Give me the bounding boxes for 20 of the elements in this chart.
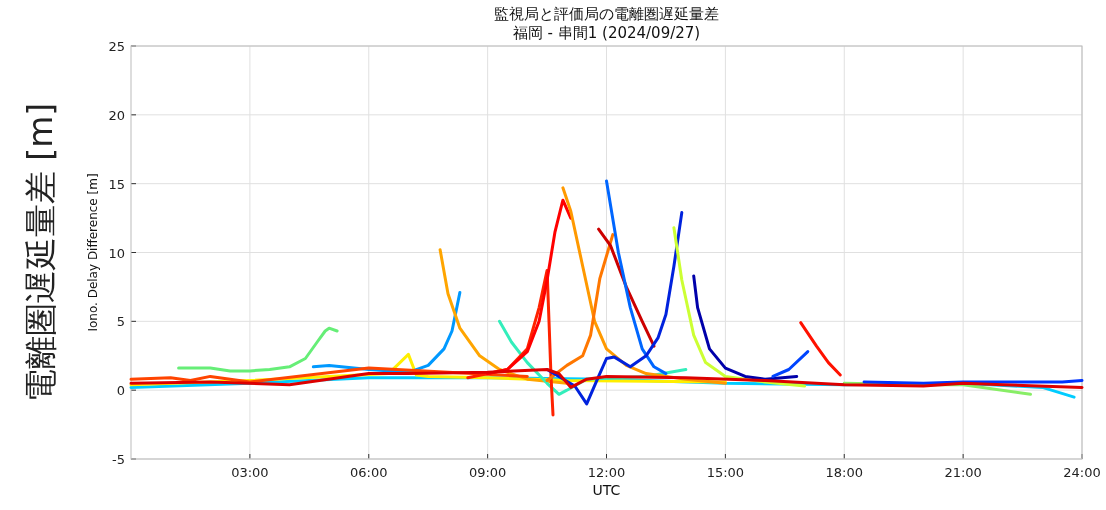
- y-tick-label: 20: [108, 107, 125, 123]
- x-tick-label: 09:00: [468, 465, 507, 480]
- chart-subtitle: 福岡 - 串間1 (2024/09/27): [512, 24, 701, 42]
- y-tick-label: 10: [108, 245, 125, 261]
- x-tick-label: 15:00: [706, 465, 745, 480]
- y-axis-title: Iono. Delay Difference [m]: [86, 173, 100, 332]
- x-tick-label: 21:00: [944, 465, 982, 480]
- y-tick-label: 25: [108, 39, 125, 54]
- text: 電離圏遅延量差 [m]: [21, 102, 60, 403]
- y-tick-label: -5: [112, 452, 125, 467]
- y-tick-label: 0: [116, 383, 125, 399]
- chart-title: 監視局と評価局の電離圏遅延量差: [494, 5, 719, 23]
- y-tick-label: 15: [108, 176, 125, 192]
- x-tick-label: 18:00: [825, 465, 863, 480]
- x-axis-title: UTC: [592, 482, 621, 498]
- x-tick-label: 24:00: [1063, 465, 1101, 480]
- x-tick-label: 06:00: [350, 465, 388, 480]
- x-tick-label: 03:00: [231, 465, 269, 480]
- x-tick-label: 12:00: [587, 465, 626, 480]
- y-tick-label: 5: [116, 314, 125, 330]
